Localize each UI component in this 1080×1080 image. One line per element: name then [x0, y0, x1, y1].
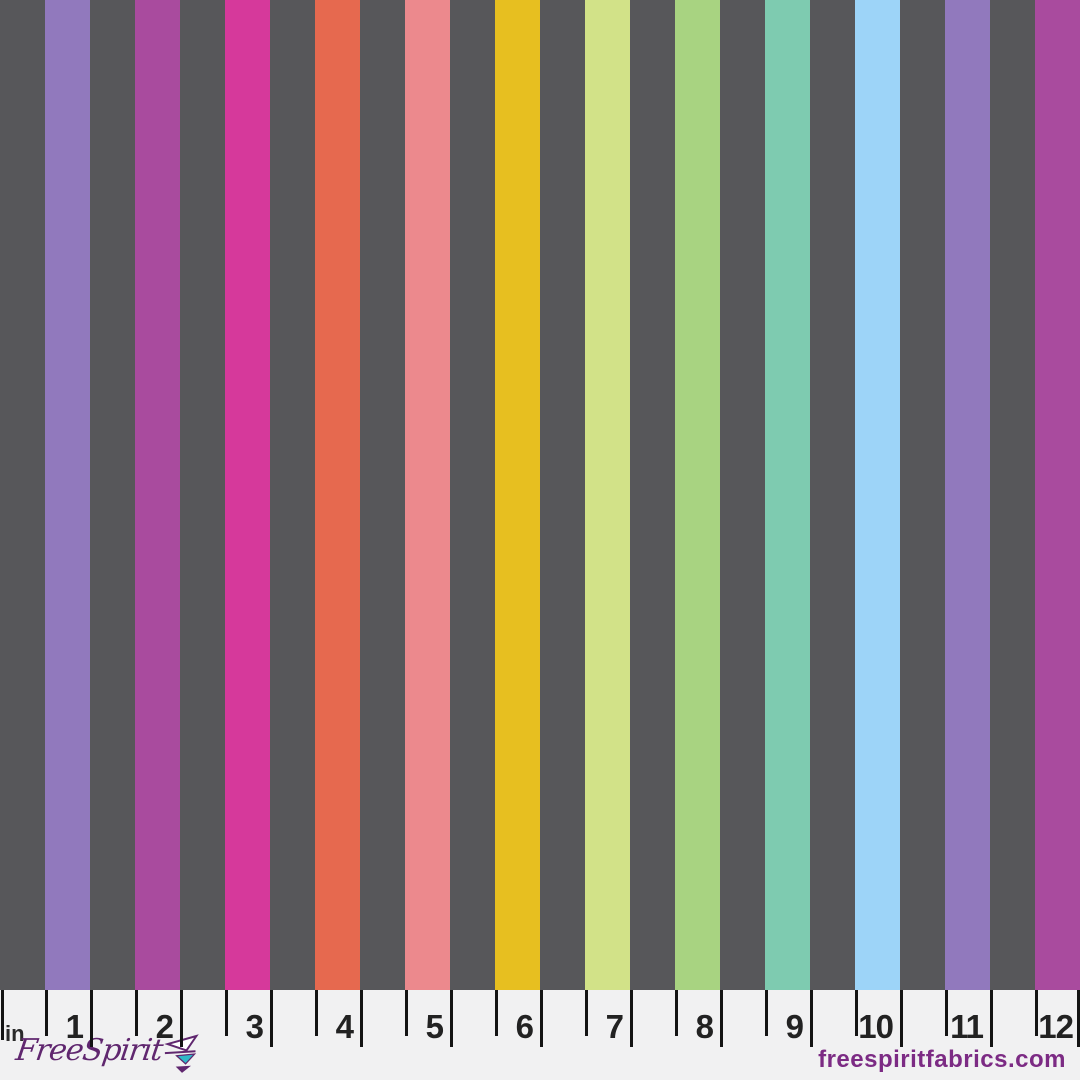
stripe-color-lime	[585, 0, 630, 990]
stripe-gray	[720, 0, 765, 990]
ruler-tick-inch	[450, 990, 453, 1047]
stripe-color-hot-pink	[225, 0, 270, 990]
ruler-number: 8	[695, 1008, 714, 1045]
ruler-tick-inch	[720, 990, 723, 1047]
stripe-pattern	[0, 0, 1080, 990]
stripe-color-seafoam	[765, 0, 810, 990]
ruler-tick-inch	[1077, 990, 1080, 1047]
ruler-number: 3	[245, 1008, 264, 1045]
ruler-tick-half	[585, 990, 588, 1036]
ruler-tick-inch	[180, 990, 183, 1047]
ruler-number: 9	[785, 1008, 804, 1045]
stripe-gray	[630, 0, 675, 990]
stripe-gray	[90, 0, 135, 990]
ruler-number: 7	[605, 1008, 624, 1045]
stripe-gray	[810, 0, 855, 990]
ruler-unit-label: in	[5, 1021, 25, 1046]
ruler-number: 2	[155, 1008, 174, 1045]
ruler-tick-half	[945, 990, 948, 1036]
ruler-tick-inch	[630, 990, 633, 1047]
stripe-color-coral	[315, 0, 360, 990]
ruler-tick-half	[315, 990, 318, 1036]
ruler-tick-half	[765, 990, 768, 1036]
ruler-number: 11	[950, 1008, 984, 1045]
stripe-gray	[360, 0, 405, 990]
stripe-color-lavender	[45, 0, 90, 990]
ruler-tick-half	[495, 990, 498, 1036]
ruler-tick-inch	[270, 990, 273, 1047]
ruler-tick-half	[405, 990, 408, 1036]
stripe-color-gold	[495, 0, 540, 990]
ruler-number: 12	[1038, 1008, 1074, 1045]
ruler-tick-inch	[90, 990, 93, 1047]
stripe-gray	[990, 0, 1035, 990]
ruler-tick-half	[855, 990, 858, 1036]
ruler-tick-half	[1035, 990, 1038, 1036]
stripe-gray	[540, 0, 585, 990]
website-url: freespiritfabrics.com	[818, 1046, 1066, 1073]
stripe-color-lavender	[945, 0, 990, 990]
ruler-tick-inch	[360, 990, 363, 1047]
stripe-color-orchid	[135, 0, 180, 990]
ruler-number: 10	[858, 1008, 894, 1045]
ruler-number: 4	[335, 1008, 354, 1045]
stripe-gray	[450, 0, 495, 990]
stripe-color-green	[675, 0, 720, 990]
ruler-tick-half	[135, 990, 138, 1036]
ruler-tick-inch	[810, 990, 813, 1047]
ruler-tick-inch	[900, 990, 903, 1047]
stripe-color-orchid	[1035, 0, 1080, 990]
stripe-color-salmon	[405, 0, 450, 990]
stripe-gray	[270, 0, 315, 990]
stripe-gray	[0, 0, 45, 990]
ruler-number: 5	[425, 1008, 444, 1045]
ruler-tick-inch	[1, 990, 4, 1040]
ruler-tick-inch	[540, 990, 543, 1047]
ruler-tick-half	[45, 990, 48, 1036]
ruler-number: 1	[65, 1008, 84, 1045]
stripe-gray	[900, 0, 945, 990]
ruler-tick-half	[225, 990, 228, 1036]
ruler-tick-half	[675, 990, 678, 1036]
stripe-gray	[180, 0, 225, 990]
ruler-number: 6	[515, 1008, 534, 1045]
ruler-tick-inch	[990, 990, 993, 1047]
stripe-color-sky-blue	[855, 0, 900, 990]
